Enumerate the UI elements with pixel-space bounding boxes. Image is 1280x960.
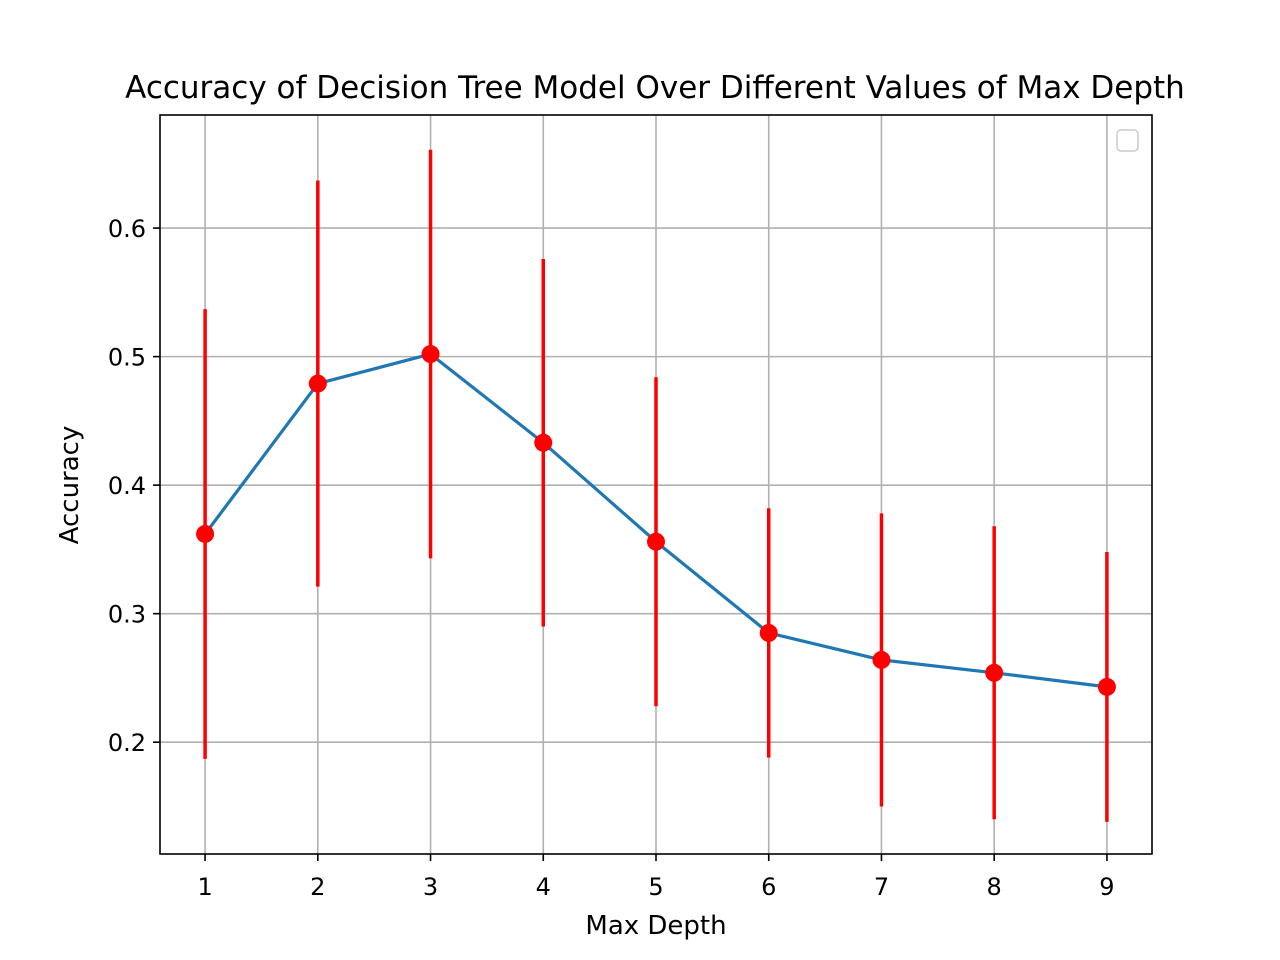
x-tick-label: 7 xyxy=(874,873,889,901)
y-axis-ticks: 0.2 0.3 0.4 0.5 0.6 xyxy=(108,215,160,757)
y-tick-label: 0.4 xyxy=(108,472,146,500)
x-tick-label: 5 xyxy=(648,873,663,901)
x-tick-label: 9 xyxy=(1099,873,1114,901)
data-point xyxy=(985,663,1004,682)
x-axis-ticks: 1 2 3 4 5 6 7 8 9 xyxy=(197,854,1115,901)
data-point xyxy=(308,374,327,393)
data-point xyxy=(1097,677,1116,696)
y-tick-label: 0.6 xyxy=(108,215,146,243)
chart-title: Accuracy of Decision Tree Model Over Dif… xyxy=(125,70,1185,106)
x-tick-label: 3 xyxy=(423,873,438,901)
x-tick-label: 6 xyxy=(761,873,776,901)
data-point xyxy=(421,345,440,364)
data-point xyxy=(872,650,891,669)
data-markers xyxy=(196,345,1116,696)
x-tick-label: 8 xyxy=(987,873,1002,901)
y-tick-label: 0.5 xyxy=(108,344,146,372)
data-point xyxy=(534,433,553,452)
data-point xyxy=(647,532,665,551)
y-tick-label: 0.3 xyxy=(108,601,146,629)
y-tick-label: 0.2 xyxy=(108,729,146,757)
data-point xyxy=(196,524,215,543)
legend-box xyxy=(1116,129,1139,152)
x-tick-label: 2 xyxy=(310,873,325,901)
x-tick-label: 4 xyxy=(536,873,551,901)
data-point xyxy=(759,623,778,642)
x-axis-label: Max Depth xyxy=(585,911,726,941)
x-tick-label: 1 xyxy=(197,873,212,901)
y-axis-label: Accuracy xyxy=(55,426,85,545)
